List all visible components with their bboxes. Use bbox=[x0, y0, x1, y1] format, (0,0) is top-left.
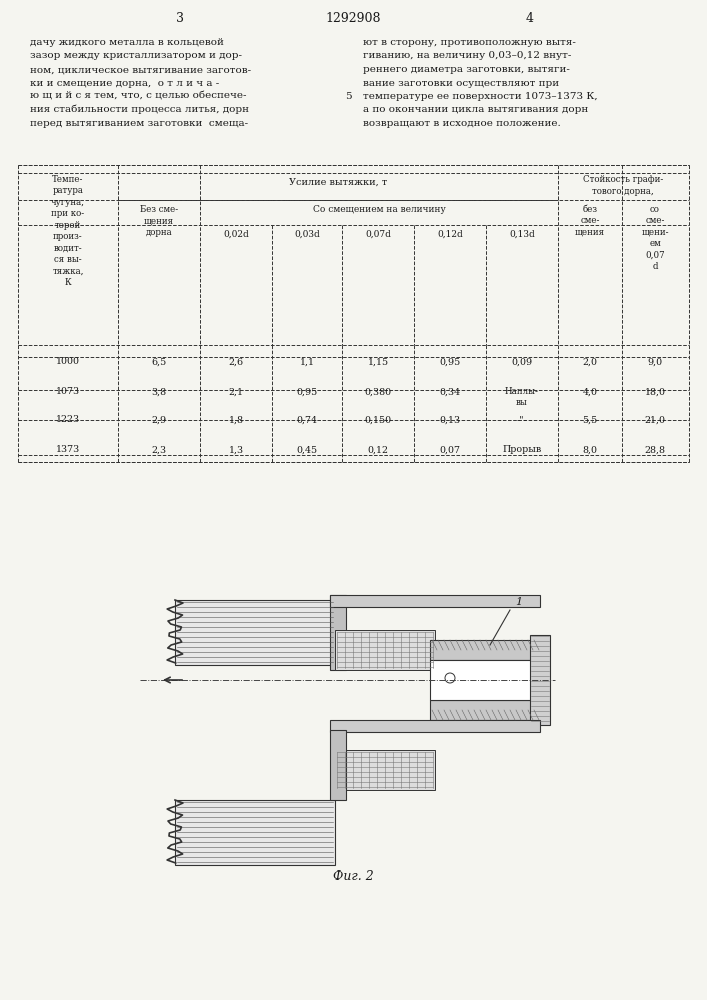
Bar bbox=[430, 660, 540, 700]
Text: Со смещением на величину: Со смещением на величину bbox=[312, 205, 445, 214]
Text: 0,95: 0,95 bbox=[439, 358, 461, 366]
Text: Стойкость графи-
тового дорна,: Стойкость графи- тового дорна, bbox=[583, 175, 663, 196]
Bar bbox=[330, 730, 346, 800]
Text: 0,95: 0,95 bbox=[296, 387, 317, 396]
Text: 0,07d: 0,07d bbox=[365, 230, 391, 239]
Bar bbox=[430, 640, 540, 660]
Text: возвращают в исходное положение.: возвращают в исходное положение. bbox=[363, 119, 561, 128]
Text: 2,6: 2,6 bbox=[228, 358, 244, 366]
Text: 1292908: 1292908 bbox=[325, 12, 381, 25]
Text: 1373: 1373 bbox=[56, 446, 80, 454]
Bar bbox=[330, 720, 540, 732]
Text: а по окончании цикла вытягивания дорн: а по окончании цикла вытягивания дорн bbox=[363, 105, 588, 114]
Text: 6,5: 6,5 bbox=[151, 358, 167, 366]
Text: 0,12: 0,12 bbox=[368, 446, 389, 454]
Text: ния стабильности процесса литья, дорн: ния стабильности процесса литья, дорн bbox=[30, 105, 249, 114]
Bar bbox=[175, 800, 335, 865]
Text: дачу жидкого металла в кольцевой: дачу жидкого металла в кольцевой bbox=[30, 38, 224, 47]
Text: Наплы-
вы: Наплы- вы bbox=[505, 387, 539, 407]
Text: 1: 1 bbox=[515, 597, 522, 607]
Text: 2,3: 2,3 bbox=[151, 446, 167, 454]
Text: реннего диаметра заготовки, вытяги-: реннего диаметра заготовки, вытяги- bbox=[363, 65, 570, 74]
Text: ном, циклическое вытягивание заготов-: ном, циклическое вытягивание заготов- bbox=[30, 65, 251, 74]
Text: 3: 3 bbox=[176, 12, 184, 25]
Text: 2,1: 2,1 bbox=[228, 387, 243, 396]
Text: 0,34: 0,34 bbox=[440, 387, 460, 396]
Text: 0,07: 0,07 bbox=[440, 446, 460, 454]
Text: вание заготовки осуществляют при: вание заготовки осуществляют при bbox=[363, 79, 559, 88]
Text: 0,13: 0,13 bbox=[440, 416, 460, 424]
Text: 0,12d: 0,12d bbox=[437, 230, 463, 239]
Text: 0,74: 0,74 bbox=[296, 416, 317, 424]
Text: 9,0: 9,0 bbox=[648, 358, 662, 366]
Text: 2,9: 2,9 bbox=[151, 416, 167, 424]
Text: 2,0: 2,0 bbox=[583, 358, 597, 366]
Text: 21,0: 21,0 bbox=[645, 416, 665, 424]
Text: 18,0: 18,0 bbox=[645, 387, 665, 396]
Bar bbox=[335, 630, 435, 670]
Text: ю щ и й с я тем, что, с целью обеспече-: ю щ и й с я тем, что, с целью обеспече- bbox=[30, 92, 247, 101]
Bar bbox=[330, 595, 346, 670]
Text: 1,3: 1,3 bbox=[228, 446, 244, 454]
Text: -"-: -"- bbox=[517, 416, 527, 424]
Bar bbox=[175, 600, 335, 665]
Text: 5: 5 bbox=[345, 92, 351, 101]
Text: 0,13d: 0,13d bbox=[509, 230, 535, 239]
Text: 1223: 1223 bbox=[56, 416, 80, 424]
Text: 1,15: 1,15 bbox=[368, 358, 389, 366]
Text: 8,0: 8,0 bbox=[583, 446, 597, 454]
Bar bbox=[530, 635, 550, 725]
Text: Усилие вытяжки, т: Усилие вытяжки, т bbox=[289, 178, 387, 187]
Text: 1000: 1000 bbox=[56, 358, 80, 366]
Text: 1,1: 1,1 bbox=[300, 358, 315, 366]
Text: зазор между кристаллизатором и дор-: зазор между кристаллизатором и дор- bbox=[30, 51, 242, 60]
Text: со
сме-
щени-
ем
0,07
d: со сме- щени- ем 0,07 d bbox=[641, 205, 669, 271]
Text: 3,8: 3,8 bbox=[151, 387, 167, 396]
Text: перед вытягиванием заготовки  смеща-: перед вытягиванием заготовки смеща- bbox=[30, 119, 248, 128]
Text: 5,5: 5,5 bbox=[583, 416, 597, 424]
Text: 0,150: 0,150 bbox=[364, 416, 392, 424]
Text: 0,03d: 0,03d bbox=[294, 230, 320, 239]
Text: 1,8: 1,8 bbox=[228, 416, 243, 424]
Text: 0,45: 0,45 bbox=[296, 446, 317, 454]
Bar bbox=[335, 750, 435, 790]
Text: 4: 4 bbox=[526, 12, 534, 25]
Bar bbox=[330, 595, 540, 607]
Bar bbox=[430, 700, 540, 720]
Text: Фиг. 2: Фиг. 2 bbox=[332, 870, 373, 883]
Text: Прорыв: Прорыв bbox=[503, 446, 542, 454]
Text: ки и смещение дорна,  о т л и ч а -: ки и смещение дорна, о т л и ч а - bbox=[30, 79, 219, 88]
Text: 0,380: 0,380 bbox=[364, 387, 392, 396]
Text: 4,0: 4,0 bbox=[583, 387, 597, 396]
Text: Темпе-
ратура
чугуна,
при ко-
торой
произ-
водит-
ся вы-
тяжка,
К: Темпе- ратура чугуна, при ко- торой прои… bbox=[51, 175, 85, 287]
Text: Без сме-
щения
дорна: Без сме- щения дорна bbox=[140, 205, 178, 237]
Text: без
сме-
щения: без сме- щения bbox=[575, 205, 605, 237]
Text: температуре ее поверхности 1073–1373 К,: температуре ее поверхности 1073–1373 К, bbox=[363, 92, 597, 101]
Text: 0,09: 0,09 bbox=[511, 358, 532, 366]
Text: 1073: 1073 bbox=[56, 387, 80, 396]
Text: 0,02d: 0,02d bbox=[223, 230, 249, 239]
Text: ют в сторону, противоположную вытя-: ют в сторону, противоположную вытя- bbox=[363, 38, 576, 47]
Text: 28,8: 28,8 bbox=[645, 446, 665, 454]
Text: гиванию, на величину 0,03–0,12 внут-: гиванию, на величину 0,03–0,12 внут- bbox=[363, 51, 571, 60]
